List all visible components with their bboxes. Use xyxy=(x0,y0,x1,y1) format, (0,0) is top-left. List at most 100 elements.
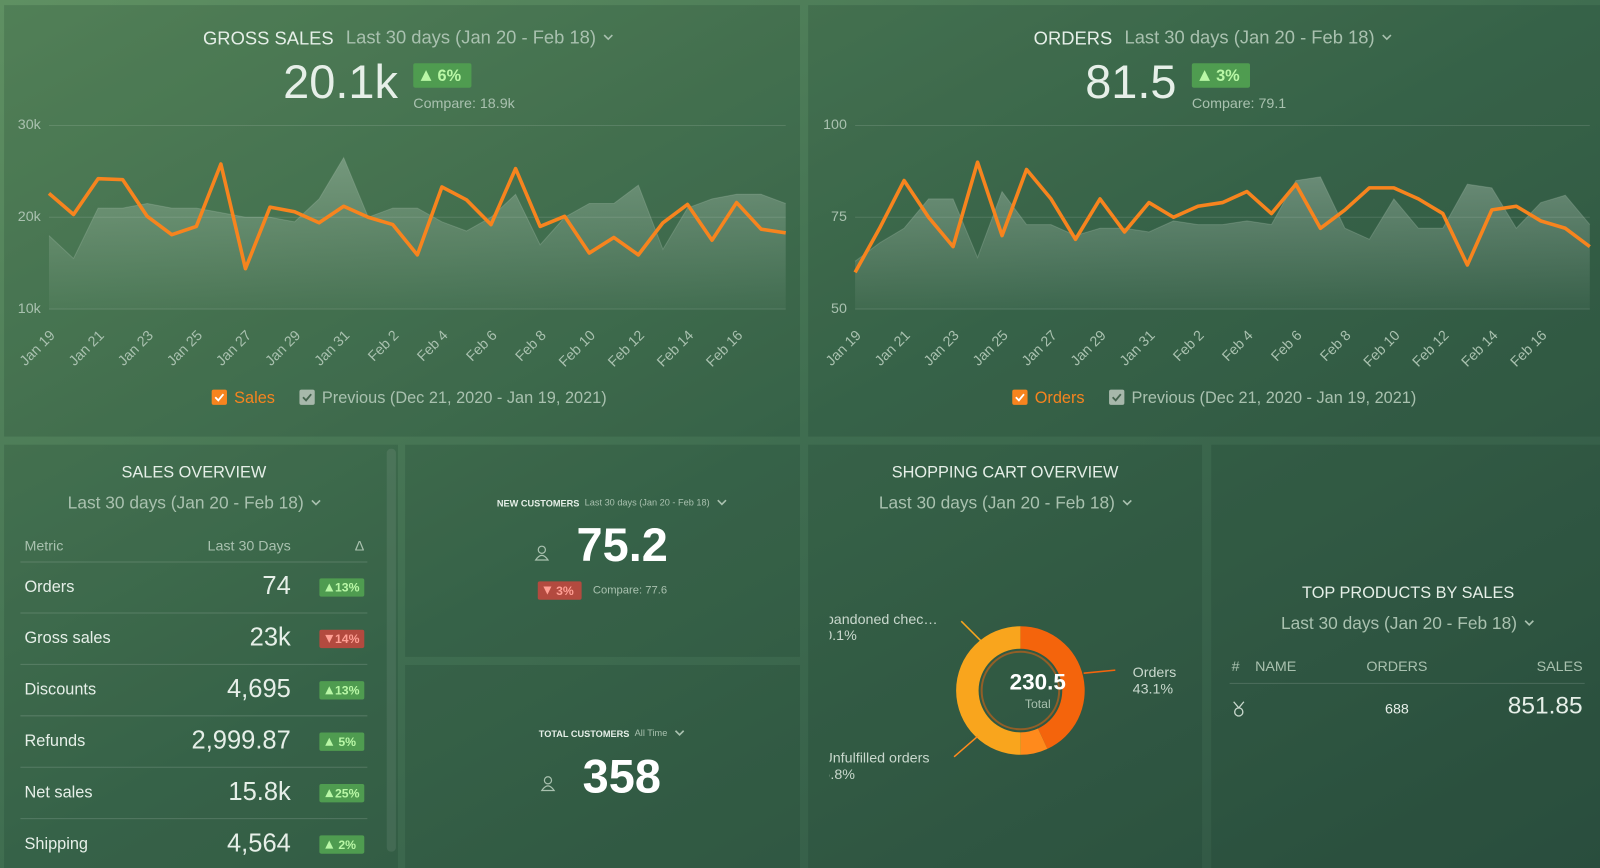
kpi-value: 75.2 xyxy=(577,519,668,571)
dropdown-chevron xyxy=(717,499,727,506)
dropdown-chevron xyxy=(311,499,321,506)
person-icon xyxy=(540,785,556,792)
area-fill xyxy=(48,157,786,310)
change-badge-arrow xyxy=(325,737,334,746)
panel xyxy=(808,444,1203,868)
change-badge-text: 5% xyxy=(338,735,356,749)
sales-cell: 851.85 xyxy=(1508,692,1583,719)
panel xyxy=(1211,444,1600,868)
change-badge-text: 6% xyxy=(438,67,462,85)
legend-item[interactable]: Sales xyxy=(211,389,275,407)
orders-cell: 688 xyxy=(1385,702,1409,718)
change-badge xyxy=(413,63,472,88)
change-badge-arrow xyxy=(325,686,334,695)
donut-total-label: Total xyxy=(1025,697,1051,711)
donut-inner-ring xyxy=(980,650,1061,731)
period-selector[interactable]: Last 30 days (Jan 20 - Feb 18) xyxy=(1124,27,1374,48)
legend-check xyxy=(214,393,225,402)
kpi-value: 20.1k xyxy=(283,56,398,108)
change-badge xyxy=(319,681,365,700)
donut-label: Abandoned chec… xyxy=(816,612,937,628)
change-badge-arrow xyxy=(325,840,334,849)
area-line xyxy=(48,156,786,260)
change-badge xyxy=(319,578,365,597)
change-badge-arrow xyxy=(325,789,334,798)
period-selector[interactable]: Last 30 days (Jan 20 - Feb 18) xyxy=(68,492,304,512)
y-tick-label: 100 xyxy=(823,117,847,133)
legend-item[interactable]: Orders xyxy=(1012,389,1085,407)
person-icon xyxy=(534,554,550,561)
legend-label: Sales xyxy=(234,389,275,407)
scrollbar[interactable] xyxy=(386,448,396,852)
dropdown-chevron xyxy=(1382,34,1392,41)
legend-check xyxy=(1111,393,1122,402)
y-tick-label: 75 xyxy=(831,209,847,225)
medal-icon xyxy=(1233,701,1245,709)
panel xyxy=(405,665,800,868)
legend-item[interactable]: Previous (Dec 21, 2020 - Jan 19, 2021) xyxy=(1109,389,1416,407)
panel-title: TOTAL CUSTOMERS xyxy=(539,729,630,739)
period-selector[interactable]: Last 30 days (Jan 20 - Feb 18) xyxy=(585,497,710,507)
period-selector[interactable]: All Time xyxy=(635,728,668,738)
dropdown-chevron xyxy=(674,730,685,736)
metric-value: 2,999.87 xyxy=(192,726,291,754)
compare-text: Compare: 18.9k xyxy=(413,96,515,112)
change-badge-text: 3% xyxy=(556,584,574,598)
chart-title: SHOPPING CART OVERVIEW xyxy=(892,464,1119,482)
period-selector[interactable]: Last 30 days (Jan 20 - Feb 18) xyxy=(1281,613,1517,633)
change-badge xyxy=(1191,63,1250,88)
metric-value: 23k xyxy=(250,624,291,652)
metric-name: Discounts xyxy=(24,681,96,699)
change-badge-text: 13% xyxy=(335,684,360,698)
change-badge-text: 14% xyxy=(335,632,360,646)
column-header: Δ xyxy=(355,538,365,554)
leader-line xyxy=(1083,669,1116,674)
panel xyxy=(405,444,800,657)
period-selector[interactable]: Last 30 days (Jan 20 - Feb 18) xyxy=(346,27,596,48)
leader-line xyxy=(960,620,984,644)
change-badge xyxy=(537,581,582,600)
column-header: Metric xyxy=(24,538,63,554)
chart-title: GROSS SALES xyxy=(203,28,334,49)
donut-segment xyxy=(1020,728,1048,755)
legend-checkbox xyxy=(1012,389,1028,405)
panel-title: NEW CUSTOMERS xyxy=(497,498,579,508)
change-badge-arrow xyxy=(325,583,334,592)
donut-label: Orders xyxy=(1133,665,1177,681)
donut-label: Unfulfilled orders xyxy=(822,751,929,767)
legend-label: Orders xyxy=(1035,389,1085,407)
change-badge-arrow xyxy=(325,634,334,643)
person-icon xyxy=(537,545,547,554)
y-tick-label: 50 xyxy=(831,301,847,317)
dropdown-chevron xyxy=(1122,499,1132,506)
legend-item[interactable]: Previous (Dec 21, 2020 - Jan 19, 2021) xyxy=(299,389,607,407)
legend-check xyxy=(1015,393,1025,402)
change-badge xyxy=(319,783,365,803)
panel-title: SALES OVERVIEW xyxy=(121,464,266,482)
change-badge xyxy=(319,732,365,751)
metric-value: 4,695 xyxy=(227,675,291,703)
metric-name: Net sales xyxy=(24,783,92,801)
metric-name: Shipping xyxy=(24,835,88,853)
column-header: NAME xyxy=(1255,659,1296,675)
area-fill xyxy=(855,176,1590,310)
chart-title: ORDERS xyxy=(1034,28,1113,49)
metric-name: Orders xyxy=(24,578,74,596)
y-tick-label: 30k xyxy=(18,117,42,133)
change-badge-text: 13% xyxy=(335,581,360,595)
metric-value: 4,564 xyxy=(227,829,291,857)
kpi-value: 358 xyxy=(583,751,661,803)
column-header: # xyxy=(1232,659,1240,675)
period-selector[interactable]: Last 30 days (Jan 20 - Feb 18) xyxy=(879,492,1115,512)
line xyxy=(47,162,786,271)
kpi-value: 81.5 xyxy=(1085,56,1176,108)
change-badge-text: 2% xyxy=(338,838,356,852)
area-line xyxy=(854,176,1591,262)
change-badge-arrow xyxy=(1199,70,1211,81)
change-badge-arrow xyxy=(543,586,552,595)
metric-name: Refunds xyxy=(24,732,85,750)
